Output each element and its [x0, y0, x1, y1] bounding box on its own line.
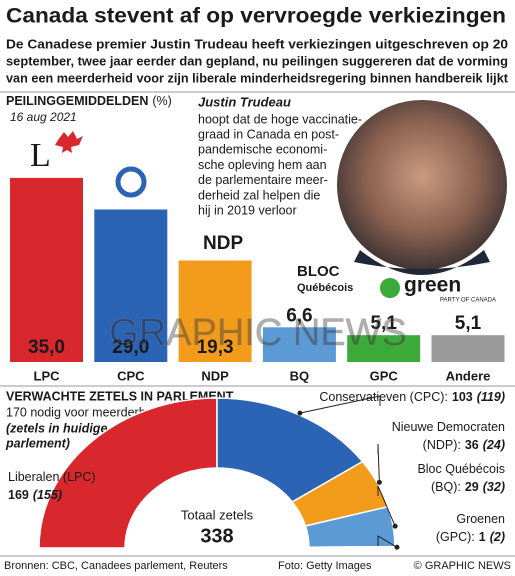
- seat-value: 29: [465, 480, 479, 494]
- leader-dot: [394, 544, 400, 550]
- bar: [10, 177, 83, 362]
- watermark: GRAPHIC NEWS: [109, 312, 407, 354]
- seat-value: 1: [479, 530, 486, 544]
- value-label: 35,0: [28, 337, 65, 358]
- subtitle-line: van een meerderheid voor zijn liberale m…: [6, 70, 509, 85]
- value-label: 19,3: [197, 337, 234, 358]
- seat-label: Bloc Québécois: [417, 462, 505, 476]
- quote-line: graad in Canada en post-: [198, 127, 339, 141]
- leader-dot: [392, 523, 398, 529]
- logo-ndp: NDP: [203, 233, 243, 254]
- seat-previous: (32): [483, 480, 505, 494]
- seat-label: Groenen: [456, 512, 505, 526]
- bar: [94, 209, 168, 362]
- subtitle-line: september, twee jaar eerder dan gepland,…: [6, 53, 508, 68]
- seat-label-name: (NDP):: [423, 438, 461, 452]
- logo-green-mark: [380, 278, 400, 298]
- seat-segment: [38, 397, 218, 549]
- bar: [262, 327, 336, 362]
- seat-previous: (155): [33, 488, 62, 502]
- logo-bloc-sub: Québécois: [297, 282, 353, 294]
- seat-label: Liberalen (LPC): [8, 470, 96, 484]
- seat-label-name: Liberalen (LPC): [8, 470, 96, 484]
- seat-segment: [308, 545, 396, 549]
- seat-previous: (2): [490, 530, 505, 544]
- category-label: BQ: [290, 368, 310, 383]
- seat-previous: (119): [477, 390, 505, 404]
- legend-note: parlement): [5, 436, 70, 450]
- seat-label: (GPC): 1 (2): [436, 530, 505, 544]
- bar: [347, 335, 421, 362]
- subtitle-line: De Canadese premier Justin Trudeau heeft…: [6, 36, 508, 51]
- photo-credit: Foto: Getty Images: [278, 560, 372, 572]
- seat-label-name: Nieuwe Democraten: [392, 420, 505, 434]
- photo-suit: [354, 250, 490, 275]
- bar: [431, 335, 505, 362]
- total-value: 338: [200, 525, 233, 547]
- category-label: GPC: [370, 368, 399, 383]
- chart-title: PEILINGGEMIDDELDEN (%): [6, 94, 172, 108]
- legend-note: (zetels in huidige: [6, 421, 107, 435]
- chart-title-text: PEILINGGEMIDDELDEN: [6, 94, 148, 108]
- quote-line: de parlementaire meer-: [198, 173, 328, 187]
- logo-green-sub: PARTY OF CANADA: [440, 298, 496, 304]
- quote-line: sche opleving hem aan: [198, 158, 327, 172]
- logo-green: green: [404, 274, 461, 297]
- seat-value: 169: [8, 488, 29, 502]
- value-label: 6,6: [286, 305, 312, 326]
- category-label: LPC: [34, 368, 61, 383]
- logo-leaf: [55, 131, 83, 153]
- seat-label-name: (BQ):: [431, 480, 461, 494]
- chart-note: 170 nodig voor meerderheid: [6, 405, 162, 419]
- logo-lpc: L: [30, 137, 51, 174]
- category-label: Andere: [446, 368, 491, 383]
- sources: Bronnen: CBC, Canadees parlement, Reuter…: [4, 560, 228, 572]
- quote-name: Justin Trudeau: [198, 94, 291, 109]
- seat-label: 169 (155): [8, 488, 62, 502]
- quote-line: pandemische economi-: [198, 143, 327, 157]
- credit: © GRAPHIC NEWS: [414, 560, 511, 572]
- seat-label-name: Bloc Québécois: [417, 462, 505, 476]
- seat-label: Nieuwe Democraten: [392, 420, 505, 434]
- seat-label-name: Conservatieven (CPC):: [319, 390, 448, 404]
- chart-subtitle: 16 aug 2021: [10, 110, 77, 124]
- chart-unit: (%): [152, 94, 171, 108]
- quote-line: hij in 2019 verloor: [198, 203, 297, 217]
- leader-line: [299, 395, 381, 414]
- value-label: 5,1: [370, 313, 397, 334]
- value-label: 29,0: [112, 337, 149, 358]
- seat-previous: (24): [483, 438, 505, 452]
- quote-line: derheid zal helpen die: [198, 188, 320, 202]
- seat-value: 36: [465, 438, 479, 452]
- leader-dot: [297, 410, 303, 416]
- category-label: NDP: [201, 368, 229, 383]
- seat-label-name: Groenen: [456, 512, 505, 526]
- leader-line: [377, 535, 398, 548]
- logo-bloc: BLOC: [297, 263, 340, 280]
- logo-cpc: [115, 166, 147, 198]
- chart-title: VERWACHTE ZETELS IN PARLEMENT: [6, 389, 234, 403]
- category-label: CPC: [117, 368, 145, 383]
- leader-line: [377, 485, 396, 527]
- seat-label: (BQ): 29 (32): [431, 480, 505, 494]
- seat-label: Conservatieven (CPC): 103 (119): [319, 390, 505, 404]
- total-label: Totaal zetels: [181, 507, 254, 522]
- bar: [178, 260, 252, 362]
- seat-value: 103: [452, 390, 473, 404]
- seat-label-name: (GPC):: [436, 530, 475, 544]
- value-label: 5,1: [455, 313, 482, 334]
- title: Canada stevent af op vervroegde verkiezi…: [6, 5, 506, 28]
- leader-line: [377, 443, 380, 483]
- seat-label: (NDP): 36 (24): [423, 438, 505, 452]
- leader-dot: [376, 479, 382, 485]
- quote-line: hoopt dat de hoge vaccinatie-: [198, 112, 362, 126]
